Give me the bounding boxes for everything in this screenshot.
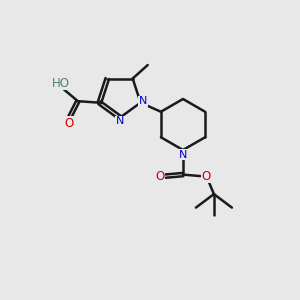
Text: N: N [139,96,147,106]
Text: N: N [179,149,187,160]
Text: O: O [155,169,164,183]
Text: HO: HO [52,77,70,90]
Text: O: O [202,169,211,183]
Text: N: N [116,116,124,126]
Text: O: O [65,117,74,130]
